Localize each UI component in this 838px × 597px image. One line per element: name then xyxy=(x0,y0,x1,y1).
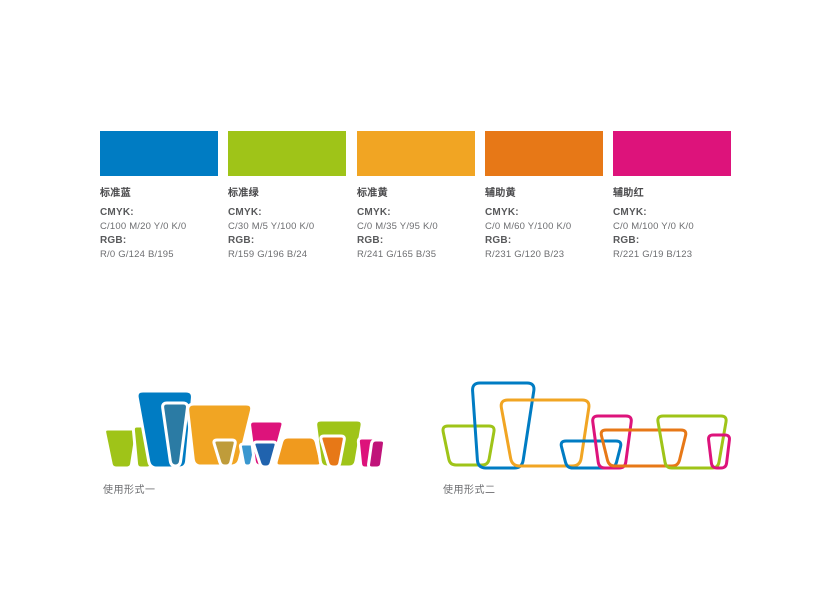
logo-cup-shape xyxy=(656,414,728,470)
color-name: 标准蓝 xyxy=(100,188,131,199)
logo-cup-shape xyxy=(274,435,323,468)
color-spec: CMYK: C/100 M/20 Y/0 K/0 RGB: R/0 G/124 … xyxy=(100,206,218,262)
color-column-standard-yellow: 标准黄 CMYK: C/0 M/35 Y/95 K/0 RGB: R/241 G… xyxy=(357,131,475,262)
color-column-auxiliary-yellow: 辅助黄 CMYK: C/0 M/60 Y/100 K/0 RGB: R/231 … xyxy=(485,131,603,262)
logo-cup-shape xyxy=(499,398,591,468)
cmyk-label: CMYK: xyxy=(357,207,391,218)
logo-cup-shape xyxy=(559,439,623,470)
color-column-standard-green: 标准绿 CMYK: C/30 M/5 Y/100 K/0 RGB: R/159 … xyxy=(228,131,346,262)
color-swatch xyxy=(485,131,603,176)
logo-cup-shape xyxy=(252,440,278,469)
color-swatch xyxy=(613,131,731,176)
color-spec: CMYK: C/0 M/100 Y/0 K/0 RGB: R/221 G/19 … xyxy=(613,206,731,262)
cmyk-label: CMYK: xyxy=(100,207,134,218)
logo-cup-shape xyxy=(599,428,688,468)
logo-usage-form-one xyxy=(103,389,386,470)
cmyk-label: CMYK: xyxy=(485,207,519,218)
logo-cup-shape xyxy=(186,402,254,468)
logo-cup-shape xyxy=(707,433,731,470)
color-column-auxiliary-red: 辅助红 CMYK: C/0 M/100 Y/0 K/0 RGB: R/221 G… xyxy=(613,131,731,262)
cmyk-value: C/0 M/60 Y/100 K/0 xyxy=(485,221,572,232)
color-name: 辅助红 xyxy=(613,188,644,199)
color-name: 标准黄 xyxy=(357,188,388,199)
logo-cup-shape xyxy=(319,434,346,469)
usage-form-one-label: 使用形式一 xyxy=(103,485,156,496)
rgb-label: RGB: xyxy=(613,235,640,246)
logo-cup-shape xyxy=(591,414,633,470)
logo-cup-shape xyxy=(212,438,237,468)
color-spec: CMYK: C/0 M/35 Y/95 K/0 RGB: R/241 G/165… xyxy=(357,206,475,262)
cmyk-value: C/0 M/35 Y/95 K/0 xyxy=(357,221,438,232)
logo-cup-shape xyxy=(103,427,138,470)
rgb-value: R/221 G/19 B/123 xyxy=(613,249,693,260)
cmyk-label: CMYK: xyxy=(228,207,262,218)
logo-cup-shape xyxy=(161,401,189,468)
color-swatch xyxy=(228,131,346,176)
rgb-value: R/159 G/196 B/24 xyxy=(228,249,308,260)
logo-cup-shape xyxy=(441,424,496,467)
color-swatch xyxy=(357,131,475,176)
rgb-label: RGB: xyxy=(100,235,127,246)
logo-usage-form-two xyxy=(441,381,731,470)
rgb-label: RGB: xyxy=(228,235,255,246)
color-name: 标准绿 xyxy=(228,188,259,199)
cmyk-value: C/30 M/5 Y/100 K/0 xyxy=(228,221,315,232)
logo-cup-shape xyxy=(367,438,386,470)
color-spec: CMYK: C/30 M/5 Y/100 K/0 RGB: R/159 G/19… xyxy=(228,206,346,262)
cmyk-value: C/0 M/100 Y/0 K/0 xyxy=(613,221,694,232)
cmyk-value: C/100 M/20 Y/0 K/0 xyxy=(100,221,187,232)
color-swatch xyxy=(100,131,218,176)
usage-form-two-label: 使用形式二 xyxy=(443,485,496,496)
rgb-label: RGB: xyxy=(485,235,512,246)
logo-cup-shape xyxy=(471,381,536,470)
color-name: 辅助黄 xyxy=(485,188,516,199)
cmyk-label: CMYK: xyxy=(613,207,647,218)
rgb-value: R/241 G/165 B/35 xyxy=(357,249,437,260)
rgb-label: RGB: xyxy=(357,235,384,246)
color-spec: CMYK: C/0 M/60 Y/100 K/0 RGB: R/231 G/12… xyxy=(485,206,603,262)
rgb-value: R/231 G/120 B/23 xyxy=(485,249,565,260)
color-column-standard-blue: 标准蓝 CMYK: C/100 M/20 Y/0 K/0 RGB: R/0 G/… xyxy=(100,131,218,262)
rgb-value: R/0 G/124 B/195 xyxy=(100,249,174,260)
